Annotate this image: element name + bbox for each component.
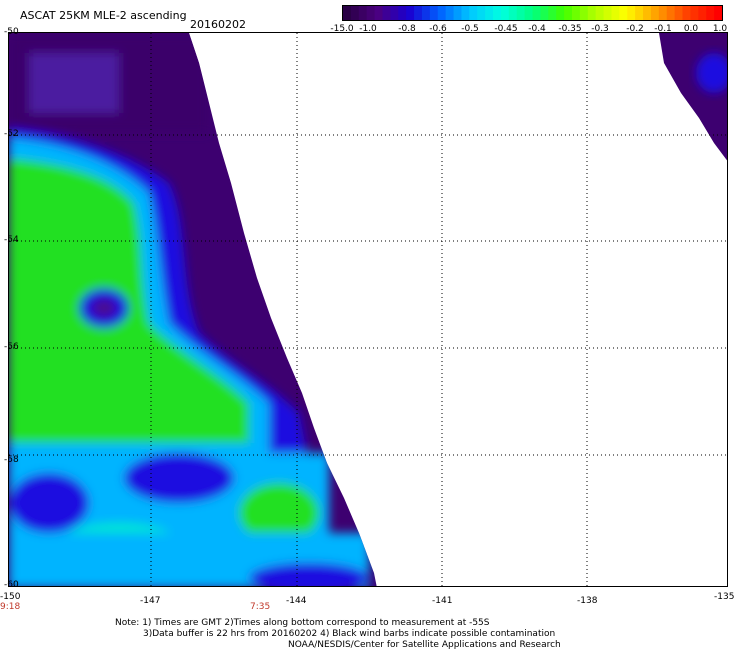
colorbar-cell bbox=[406, 6, 415, 20]
footnote-line: Note: 1) Times are GMT 2)Times along bot… bbox=[115, 618, 490, 628]
colorbar-cell bbox=[579, 6, 589, 20]
colorbar-cell bbox=[374, 6, 384, 20]
colorbar-label: -15.0 bbox=[330, 24, 354, 34]
colorbar-cell bbox=[658, 6, 668, 20]
colorbar-label: -0.2 bbox=[626, 24, 644, 34]
map-canvas bbox=[9, 33, 727, 586]
colorbar-cell bbox=[619, 6, 628, 20]
colorbar-cell bbox=[414, 6, 423, 20]
colorbar-cell bbox=[666, 6, 676, 20]
colorbar-cell bbox=[611, 6, 620, 20]
time-label: 7:35 bbox=[250, 602, 271, 612]
colorbar-cell bbox=[453, 6, 463, 20]
y-axis-label: -58 bbox=[4, 455, 19, 465]
x-axis-label: -135 bbox=[714, 592, 735, 602]
colorbar-cell bbox=[350, 6, 360, 20]
x-axis-label: -144 bbox=[286, 596, 307, 606]
grid-lines bbox=[9, 33, 727, 586]
colorbar-cell bbox=[437, 6, 447, 20]
colorbar-cell bbox=[398, 6, 407, 20]
swath-left bbox=[9, 33, 377, 586]
x-axis-label: -150 bbox=[0, 592, 21, 602]
colorbar-label: -0.45 bbox=[494, 24, 518, 34]
colorbar-cell bbox=[650, 6, 660, 20]
colorbar-cell bbox=[595, 6, 605, 20]
colorbar-cell bbox=[421, 6, 431, 20]
colorbar-cell bbox=[706, 6, 715, 20]
colorbar-cell bbox=[382, 6, 391, 20]
colorbar-cell bbox=[358, 6, 368, 20]
y-axis-label: -50 bbox=[4, 27, 19, 37]
colorbar-label: 1.0 bbox=[712, 24, 728, 34]
map-date: 20160202 bbox=[190, 18, 246, 31]
colorbar-label: -1.0 bbox=[359, 24, 377, 34]
colorbar-cell bbox=[524, 6, 534, 20]
map-title: ASCAT 25KM MLE-2 ascending bbox=[20, 9, 187, 22]
colorbar-cell bbox=[635, 6, 644, 20]
colorbar-cell bbox=[445, 6, 455, 20]
colorbar-cell bbox=[556, 6, 565, 20]
colorbar-cell bbox=[587, 6, 597, 20]
colorbar-label: -0.5 bbox=[461, 24, 479, 34]
colorbar-cell bbox=[429, 6, 439, 20]
colorbar-cell bbox=[500, 6, 510, 20]
colorbar-label: -0.6 bbox=[429, 24, 447, 34]
colorbar-label: -0.4 bbox=[528, 24, 546, 34]
x-axis-label: -141 bbox=[432, 596, 453, 606]
map-plot-area bbox=[8, 32, 728, 587]
colorbar-cell bbox=[508, 6, 518, 20]
y-axis-label: -60 bbox=[4, 580, 19, 590]
colorbar-cell bbox=[564, 6, 573, 20]
colorbar bbox=[342, 5, 723, 21]
colorbar-label: -0.1 bbox=[654, 24, 672, 34]
colorbar-label: 0.0 bbox=[683, 24, 699, 34]
footnote-line: NOAA/NESDIS/Center for Satellite Applica… bbox=[288, 640, 561, 650]
y-axis-label: -54 bbox=[4, 235, 19, 245]
footnote-line: 3)Data buffer is 22 hrs from 20160202 4)… bbox=[143, 629, 556, 639]
colorbar-cell bbox=[366, 6, 376, 20]
time-label: 9:18 bbox=[0, 602, 21, 612]
colorbar-labels: -15.0 -1.0 -0.8 -0.6 -0.5 -0.45 -0.4 -0.… bbox=[330, 24, 735, 36]
x-axis-label: -147 bbox=[140, 596, 161, 606]
colorbar-cell bbox=[643, 6, 652, 20]
swath-right bbox=[659, 33, 727, 163]
x-axis-label: -138 bbox=[577, 596, 598, 606]
colorbar-cell bbox=[469, 6, 478, 20]
colorbar-cell bbox=[540, 6, 549, 20]
colorbar-cell bbox=[390, 6, 399, 20]
colorbar-cell bbox=[714, 6, 722, 20]
colorbar-cell bbox=[461, 6, 470, 20]
colorbar-label: -0.35 bbox=[558, 24, 582, 34]
colorbar-cell bbox=[532, 6, 541, 20]
colorbar-cell bbox=[682, 6, 692, 20]
colorbar-cell bbox=[548, 6, 557, 20]
colorbar-cell bbox=[485, 6, 494, 20]
colorbar-cell bbox=[603, 6, 613, 20]
y-axis-label: -56 bbox=[4, 342, 19, 352]
colorbar-cell bbox=[674, 6, 684, 20]
colorbar-cell bbox=[627, 6, 636, 20]
colorbar-label: -0.3 bbox=[591, 24, 609, 34]
colorbar-label: -0.8 bbox=[398, 24, 416, 34]
colorbar-cell bbox=[690, 6, 699, 20]
colorbar-cell bbox=[477, 6, 486, 20]
y-axis-label: -52 bbox=[4, 129, 19, 139]
colorbar-cell bbox=[516, 6, 526, 20]
colorbar-cell bbox=[698, 6, 707, 20]
colorbar-cell bbox=[493, 6, 502, 20]
colorbar-cell bbox=[571, 6, 581, 20]
colorbar-cell bbox=[343, 6, 352, 20]
